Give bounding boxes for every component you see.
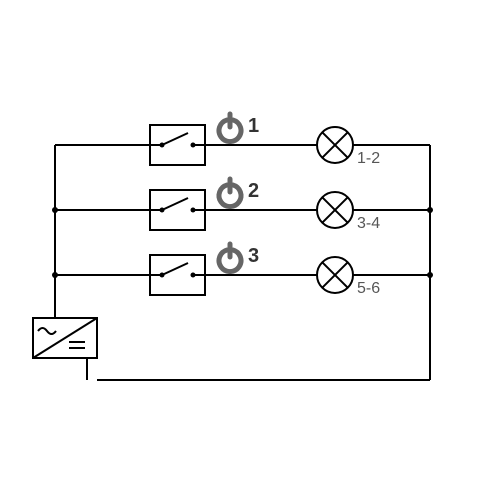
power-icon xyxy=(219,179,241,207)
power-label: 3 xyxy=(248,245,259,267)
power-label: 2 xyxy=(248,180,259,202)
junction-dot xyxy=(427,272,433,278)
power-icon xyxy=(219,244,241,272)
power-label: 1 xyxy=(248,115,259,137)
junction-dot xyxy=(52,272,58,278)
power-icon xyxy=(219,114,241,142)
junction-dot xyxy=(52,207,58,213)
lamp-label: 1-2 xyxy=(357,150,380,167)
junction-dot xyxy=(427,207,433,213)
lamp-label: 5-6 xyxy=(357,280,380,297)
circuit-diagram: 1 1-2 2 3-4 3 5-6 xyxy=(0,0,500,500)
lamp-label: 3-4 xyxy=(357,215,380,232)
